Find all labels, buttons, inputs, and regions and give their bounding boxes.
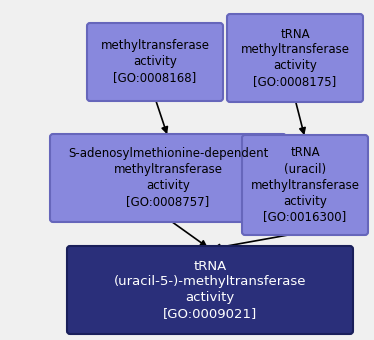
Text: tRNA
methyltransferase
activity
[GO:0008175]: tRNA methyltransferase activity [GO:0008… [240,28,349,88]
Text: S-adenosylmethionine-dependent
methyltransferase
activity
[GO:0008757]: S-adenosylmethionine-dependent methyltra… [68,148,268,208]
FancyBboxPatch shape [67,246,353,334]
FancyBboxPatch shape [50,134,286,222]
FancyBboxPatch shape [87,23,223,101]
FancyBboxPatch shape [242,135,368,235]
Text: tRNA
(uracil)
methyltransferase
activity
[GO:0016300]: tRNA (uracil) methyltransferase activity… [251,147,359,223]
FancyBboxPatch shape [227,14,363,102]
Text: methyltransferase
activity
[GO:0008168]: methyltransferase activity [GO:0008168] [101,39,209,85]
Text: tRNA
(uracil-5-)-methyltransferase
activity
[GO:0009021]: tRNA (uracil-5-)-methyltransferase activ… [114,259,306,321]
